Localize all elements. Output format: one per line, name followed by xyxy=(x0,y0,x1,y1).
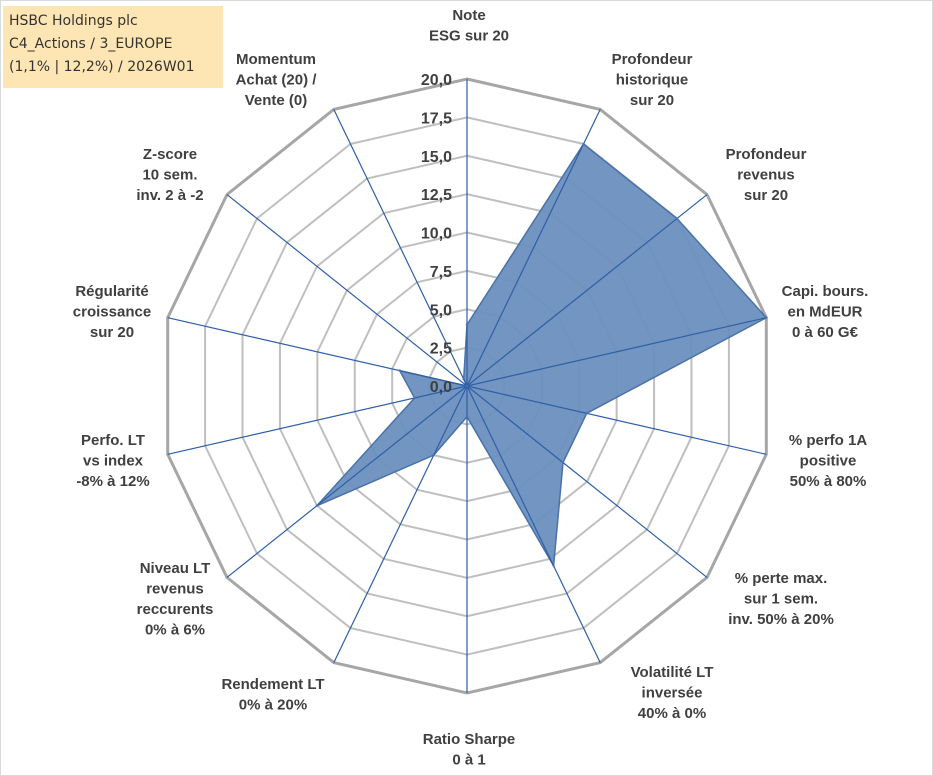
axis-spoke xyxy=(167,385,468,455)
r-tick-label: 7,5 xyxy=(430,264,452,281)
category-label: Ratio Sharpe 0 à 1 xyxy=(423,731,516,769)
data-point xyxy=(465,415,469,418)
category-label: Profondeur revenus sur 20 xyxy=(726,146,807,204)
r-tick-label: 5,0 xyxy=(430,302,452,319)
category-label: % perte max. sur 1 sem. inv. 50% à 20% xyxy=(728,570,834,628)
axis-spoke xyxy=(466,109,601,387)
info-box: HSBC Holdings plc C4_Actions / 3_EUROPE … xyxy=(3,6,223,88)
axis-spoke xyxy=(333,109,468,387)
series-area xyxy=(316,142,768,569)
r-tick-label: 12,5 xyxy=(421,187,452,204)
r-tick-label: 17,5 xyxy=(421,110,452,127)
r-tick-label: 15,0 xyxy=(421,149,452,166)
data-point xyxy=(552,564,555,567)
axis-spoke xyxy=(466,317,767,387)
data-point xyxy=(413,396,416,400)
data-point xyxy=(585,412,588,415)
r-tick-label: 2,5 xyxy=(430,341,452,358)
data-point xyxy=(432,453,435,457)
axis-spoke xyxy=(466,385,601,663)
category-label: Régularité croissance sur 20 xyxy=(73,283,151,341)
category-label: Volatilité LT inversée 40% à 0% xyxy=(631,664,714,722)
category-label: Profondeur historique sur 20 xyxy=(612,51,693,109)
axis-spoke xyxy=(466,385,708,578)
data-point xyxy=(462,377,465,381)
category-label: Momentum Achat (20) / Vente (0) xyxy=(236,51,318,109)
axis-spoke xyxy=(466,194,708,387)
r-tick-label: 0,0 xyxy=(430,379,452,396)
category-label: Rendement LT 0% à 20% xyxy=(221,676,324,714)
data-point xyxy=(675,217,679,220)
category-label: Capi. bours. en MdEUR 0 à 60 G€ xyxy=(782,283,869,341)
category-label: % perfo 1A positive 50% à 80% xyxy=(789,432,868,490)
company-name: HSBC Holdings plc xyxy=(9,13,138,29)
period-label: (1,1% | 12,2%) / 2026W01 xyxy=(9,59,195,75)
data-point xyxy=(561,461,565,464)
category-label: Note ESG sur 20 xyxy=(429,7,509,45)
data-point xyxy=(465,384,469,388)
category-label: Z-score 10 sem. inv. 2 à -2 xyxy=(136,146,203,204)
axis-spoke xyxy=(226,194,468,387)
data-point xyxy=(582,142,585,146)
category-label: Niveau LT revenus reccurents 0% à 6% xyxy=(137,560,214,639)
data-point xyxy=(465,323,469,326)
axis-spoke xyxy=(466,385,767,455)
category-label: C4_Actions / 3_EUROPE xyxy=(9,36,173,52)
axis-spoke xyxy=(333,385,468,663)
data-point xyxy=(398,369,401,372)
category-label: Perfo. LT vs index -8% à 12% xyxy=(76,432,149,490)
r-tick-label: 10,0 xyxy=(421,226,452,243)
r-tick-label: 20,0 xyxy=(421,72,452,89)
axis-spoke xyxy=(167,317,468,387)
data-point xyxy=(315,504,319,507)
axis-spoke xyxy=(226,385,468,578)
data-point xyxy=(765,316,768,319)
